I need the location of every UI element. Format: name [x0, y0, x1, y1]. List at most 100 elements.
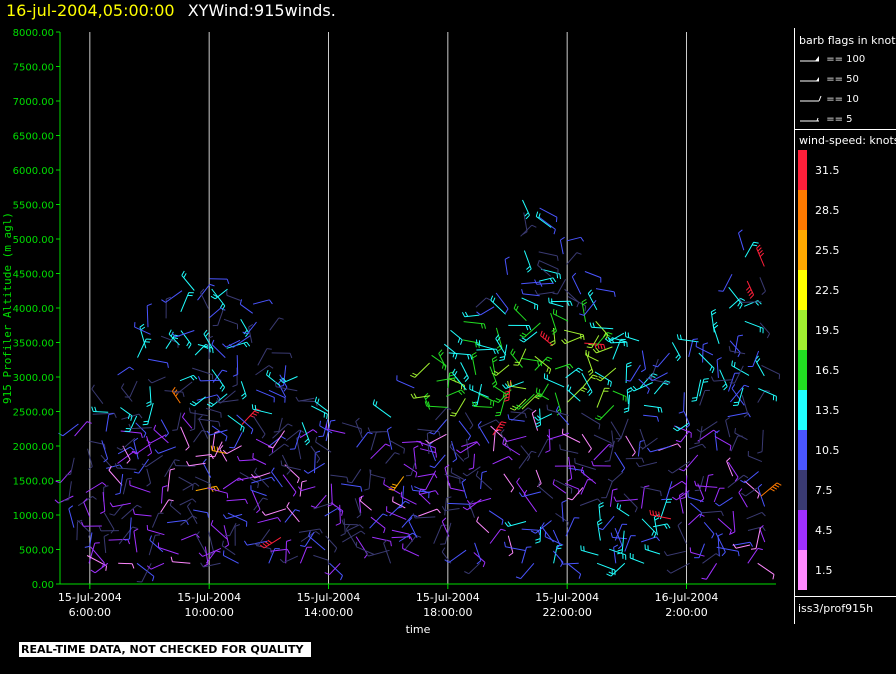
- wind-barb: [638, 378, 650, 390]
- wind-barb: [690, 502, 703, 514]
- speed-swatch: [798, 550, 807, 590]
- wind-barb: [255, 365, 270, 376]
- wind-barb-flag: [457, 337, 461, 343]
- wind-barb-flag: [756, 244, 761, 249]
- wind-barb-flag: [436, 508, 441, 514]
- wind-barb-flag: [535, 395, 541, 398]
- wind-barb: [356, 546, 375, 555]
- wind-barb: [744, 471, 759, 484]
- wind-barb-flag: [545, 449, 551, 453]
- wind-barb: [329, 562, 343, 576]
- wind-barb: [504, 259, 508, 275]
- wind-barb: [146, 435, 153, 454]
- data-source-label: iss3/prof915h: [798, 602, 874, 615]
- wind-barb-flag: [605, 334, 609, 340]
- wind-barb-flag: [65, 473, 71, 476]
- wind-barb-flag: [501, 519, 504, 525]
- wind-barb-flag: [109, 502, 114, 508]
- wind-barb: [161, 487, 164, 504]
- speed-swatch: [798, 470, 807, 510]
- wind-barb: [703, 521, 715, 535]
- wind-barb-flag: [556, 544, 561, 549]
- wind-barb-flag: [652, 364, 658, 368]
- wind-barb: [759, 528, 766, 543]
- wind-barb: [301, 422, 310, 442]
- wind-barb: [734, 432, 748, 441]
- wind-barb: [207, 487, 228, 494]
- wind-barb-flag: [663, 382, 669, 386]
- wind-barb: [416, 440, 436, 449]
- wind-barb-flag: [596, 378, 601, 382]
- wind-barb: [195, 535, 207, 554]
- wind-barb: [630, 557, 645, 564]
- wind-barb-flag: [584, 305, 587, 311]
- wind-barb-flag: [190, 376, 195, 381]
- y-ticks: 0.00 500.00 1000.00 1500.00 2000.00 2500.00 30…: [13, 28, 60, 591]
- wind-barb: [134, 326, 151, 335]
- wind-barb-flag: [327, 503, 333, 507]
- wind-barb: [612, 536, 627, 540]
- wind-barb: [398, 532, 414, 542]
- wind-barb: [564, 288, 580, 303]
- wind-barb: [246, 540, 268, 546]
- wind-barb: [252, 457, 267, 465]
- wind-barb: [304, 532, 315, 547]
- wind-barb-flag: [731, 360, 733, 366]
- wind-barb: [354, 498, 362, 515]
- wind-barb: [179, 374, 194, 382]
- wind-barb: [505, 546, 526, 551]
- wind-barb: [602, 515, 615, 530]
- wind-barb-flag: [521, 332, 527, 336]
- wind-barb-flag: [218, 421, 221, 427]
- wind-barb-flag: [408, 517, 413, 522]
- wind-barb-flag: [98, 526, 102, 532]
- wind-barb-flag: [496, 336, 501, 342]
- speed-swatch-label: 7.5: [815, 484, 833, 497]
- wind-barb-flag: [663, 551, 668, 556]
- legend-panel: barb flags in knots == 100 == 50 == 10 =…: [794, 28, 896, 624]
- wind-barb: [426, 433, 430, 455]
- wind-barb-flag: [193, 374, 198, 380]
- wind-barb-flag: [132, 526, 138, 529]
- wind-barb-flag: [146, 404, 152, 408]
- wind-barb-flag: [130, 446, 135, 451]
- wind-barb-flag: [126, 459, 131, 464]
- wind-barb-flag: [679, 468, 685, 472]
- wind-barb: [518, 393, 535, 410]
- wind-barb: [734, 365, 744, 384]
- wind-barb-flag: [641, 457, 645, 463]
- wind-barb: [70, 457, 75, 475]
- wind-barb-flag: [592, 348, 597, 354]
- wind-barb-flag: [279, 558, 285, 563]
- wind-barb: [731, 388, 745, 406]
- wind-barb-flag: [300, 545, 306, 547]
- speed-swatch-label: 13.5: [815, 404, 840, 417]
- wind-barb: [580, 479, 589, 495]
- wind-barb-flag: [268, 299, 273, 305]
- wind-barb-flag: [652, 510, 655, 516]
- wind-barb-flag: [110, 529, 115, 534]
- wind-barb: [151, 376, 166, 384]
- wind-barb: [688, 513, 701, 526]
- wind-barb: [167, 519, 187, 524]
- wind-barb-flag: [617, 549, 623, 552]
- wind-barb: [536, 216, 552, 228]
- wind-barb-flag: [569, 363, 574, 369]
- wind-barb-flag: [192, 400, 197, 405]
- y-tick-label: 4500.00: [13, 270, 54, 281]
- wind-barb-flag: [588, 448, 592, 453]
- wind-barb-flag: [277, 517, 282, 522]
- wind-barb-flag: [126, 477, 132, 480]
- wind-barb-flag: [161, 299, 166, 303]
- wind-barb-flag: [335, 522, 341, 526]
- wind-barb-flag: [375, 401, 378, 407]
- wind-barb: [223, 318, 238, 325]
- wind-barb: [698, 352, 715, 369]
- wind-barb-flag: [454, 370, 458, 376]
- wind-barb: [313, 502, 333, 510]
- wind-barb: [550, 432, 570, 440]
- wind-barb: [197, 284, 211, 301]
- wind-barb: [726, 460, 734, 477]
- wind-barb-flag: [515, 576, 521, 580]
- wind-barb-flag: [90, 569, 96, 574]
